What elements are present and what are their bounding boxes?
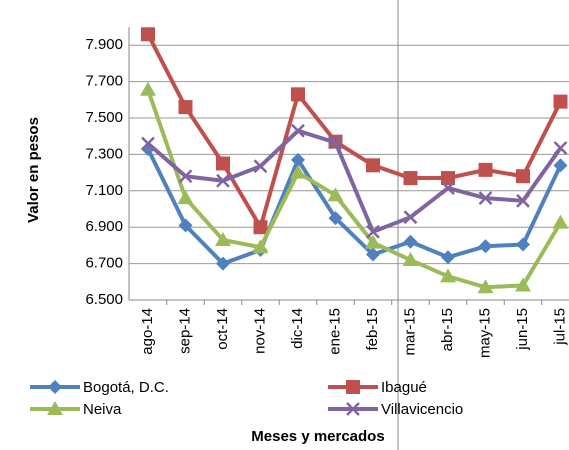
point	[552, 214, 569, 229]
point	[178, 100, 193, 115]
point	[366, 224, 380, 239]
point	[216, 156, 230, 171]
point	[440, 268, 456, 283]
series-line	[146, 128, 563, 234]
point	[141, 136, 155, 151]
series-line	[146, 89, 563, 290]
point	[403, 210, 418, 225]
x-tick-label: ago-14	[139, 308, 156, 355]
point	[478, 239, 493, 254]
point	[366, 247, 380, 262]
point	[553, 158, 568, 173]
point	[178, 169, 193, 184]
point	[328, 135, 343, 150]
point	[553, 94, 568, 109]
point	[441, 250, 455, 265]
y-tick-label: 7.100	[85, 182, 123, 199]
y-axis-title: Valor en pesos	[25, 117, 42, 223]
point	[478, 162, 493, 177]
x-tick-label: ene-15	[326, 308, 343, 355]
point	[477, 279, 494, 294]
legend-marker	[47, 401, 63, 415]
point	[515, 277, 531, 292]
x-tick-label: sep-14	[176, 308, 193, 354]
legend-marker	[346, 402, 360, 416]
point	[553, 141, 568, 155]
point	[253, 159, 268, 174]
x-tick-label: dic-14	[289, 308, 306, 349]
point	[253, 220, 268, 235]
point	[402, 251, 419, 266]
point	[327, 187, 344, 202]
y-tick-label: 7.700	[85, 73, 123, 90]
point	[216, 256, 230, 271]
legend-marker	[346, 380, 360, 394]
point	[366, 158, 380, 173]
point	[403, 171, 418, 186]
x-tick-label: mar-15	[401, 308, 418, 356]
series-line	[146, 148, 563, 266]
point	[403, 234, 418, 249]
y-tick-label: 6.500	[85, 291, 123, 308]
y-tick-label: 7.900	[85, 36, 123, 53]
point	[516, 193, 530, 208]
point	[215, 231, 231, 246]
point	[140, 81, 156, 96]
x-tick-label: abr-15	[439, 308, 456, 351]
point	[141, 27, 155, 42]
point	[365, 234, 381, 249]
x-tick-label: nov-14	[251, 308, 268, 354]
point	[516, 169, 530, 184]
point	[178, 218, 193, 233]
point	[290, 164, 306, 179]
y-tick-label: 7.500	[85, 109, 123, 126]
point	[291, 152, 305, 167]
x-tick-label: may-15	[476, 308, 493, 358]
legend-marker	[48, 380, 62, 394]
point	[291, 123, 305, 138]
point	[441, 171, 455, 186]
point	[441, 181, 455, 195]
y-tick-label: 7.300	[85, 145, 123, 162]
point	[478, 191, 493, 205]
point	[328, 211, 343, 226]
legend-label: Neiva	[83, 401, 122, 418]
y-tick-label: 6.700	[85, 255, 123, 272]
x-axis-title: Meses y mercados	[251, 428, 384, 445]
x-tick-label: jul-15	[551, 308, 568, 346]
legend-label: Bogotá, D.C.	[83, 379, 169, 396]
point	[252, 239, 269, 254]
legend-label: Villavicencio	[381, 401, 463, 418]
y-tick-label: 6.900	[85, 218, 123, 235]
point	[216, 173, 230, 188]
x-tick-label: feb-15	[364, 308, 381, 351]
point	[177, 190, 194, 205]
point	[516, 237, 530, 252]
point	[291, 87, 305, 102]
legend-label: Ibagué	[381, 379, 427, 396]
x-tick-label: oct-14	[214, 308, 231, 350]
x-tick-label: jun-15	[514, 308, 531, 351]
